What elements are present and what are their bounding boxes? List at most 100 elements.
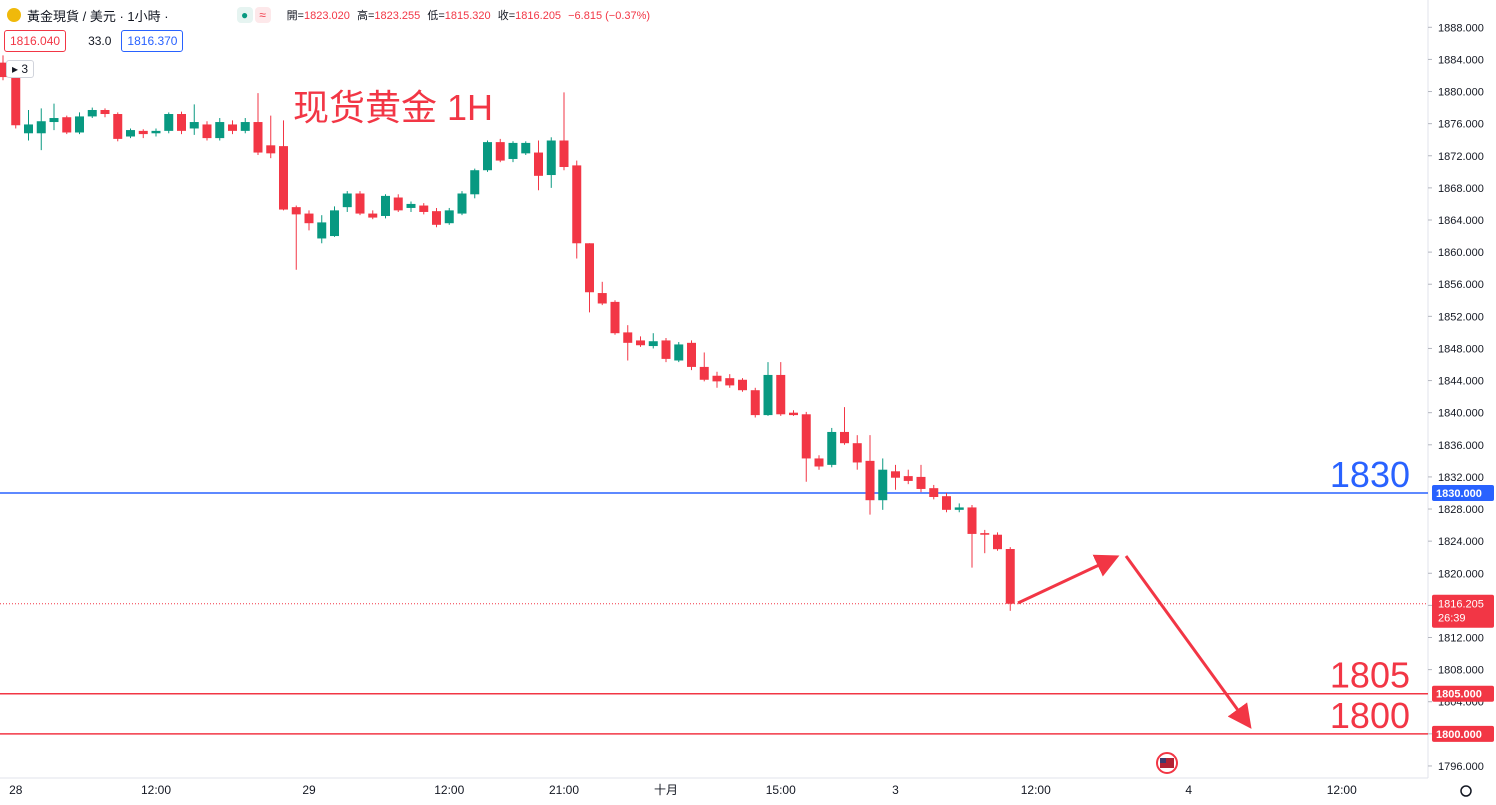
market-status[interactable]: ● <box>236 7 253 23</box>
level-tag: 1805.000 <box>1436 689 1482 701</box>
countdown: 26:39 <box>1438 613 1466 625</box>
y-tick-label: 1824.000 <box>1438 536 1484 548</box>
candle-body <box>597 293 607 304</box>
candle-body <box>534 152 543 176</box>
candle-body <box>840 431 849 444</box>
candle-body <box>725 378 735 386</box>
x-tick-label: 12:00 <box>141 783 171 797</box>
candle-body <box>763 374 773 416</box>
candle-body <box>546 140 556 176</box>
y-tick-label: 1888.000 <box>1438 22 1484 34</box>
candle-body <box>495 142 505 161</box>
x-tick-label: 29 <box>302 783 316 797</box>
spread: 33.0 <box>88 34 112 48</box>
candle-body <box>240 122 250 131</box>
symbol-logo <box>7 8 21 22</box>
x-tick-label: 12:00 <box>1327 783 1357 797</box>
level-tag-bg <box>1432 725 1494 742</box>
candle-body <box>878 469 888 501</box>
candle-body <box>24 124 33 134</box>
candle-body <box>508 142 518 159</box>
candle-body <box>661 340 671 359</box>
candle-body <box>559 140 569 168</box>
candle-body <box>49 118 59 123</box>
candle-body <box>368 213 378 218</box>
candle-body <box>177 114 186 131</box>
candle-body <box>291 207 301 215</box>
flag-icon[interactable] <box>1156 752 1178 774</box>
candle-body <box>776 374 786 415</box>
indicator-toggle[interactable]: ▸ 3 <box>6 60 35 78</box>
candle-body <box>11 77 21 126</box>
level-label: 1805 <box>1330 655 1410 696</box>
candle-body <box>164 114 174 131</box>
arrow-down <box>1124 555 1252 729</box>
candle-body <box>623 332 633 343</box>
settings-icon[interactable] <box>1460 785 1472 797</box>
candle-body <box>253 122 263 153</box>
y-tick-label: 1796.000 <box>1438 761 1484 773</box>
annotation: 现货黄金 1H <box>293 87 493 128</box>
candle-body <box>228 124 237 131</box>
candle-body <box>406 203 416 208</box>
candle-body <box>891 471 900 478</box>
candle-body <box>801 414 811 459</box>
candle-body <box>942 496 951 510</box>
candle-body <box>916 476 926 489</box>
y-tick-label: 1808.000 <box>1438 665 1484 677</box>
change: −6.815 (−0.37%) <box>568 10 651 22</box>
data-status[interactable]: ≈ <box>254 7 271 23</box>
y-tick-label: 1836.000 <box>1438 440 1484 452</box>
candle-body <box>827 431 837 465</box>
candle-body <box>980 533 990 535</box>
y-tick-label: 1864.000 <box>1438 215 1484 227</box>
y-tick-label: 1880.000 <box>1438 87 1484 99</box>
candle-body <box>0 62 8 78</box>
candle-body <box>75 116 84 133</box>
x-tick-label: 12:00 <box>1021 783 1051 797</box>
indicator-count: 3 <box>21 62 29 76</box>
last-price-tag-bg <box>1432 594 1494 628</box>
x-tick-label: 4 <box>1185 783 1192 797</box>
candle-body <box>814 458 824 467</box>
candle-body <box>648 341 658 347</box>
y-tick-label: 1860.000 <box>1438 247 1484 259</box>
candle-body <box>789 412 798 416</box>
y-tick-label: 1868.000 <box>1438 183 1484 195</box>
y-tick-label: 1844.000 <box>1438 376 1484 388</box>
candle-body <box>1005 549 1015 604</box>
candle-body <box>967 507 977 534</box>
header: 黃金現貨 / 美元 · 1小時 · ● ≈ 開=1823.020 高=1823.… <box>0 0 654 30</box>
ohlc-label: 低= <box>427 10 445 22</box>
candle-body <box>444 210 454 224</box>
x-tick-label: 21:00 <box>549 783 579 797</box>
ask[interactable]: 1816.370 <box>121 30 184 52</box>
y-tick-label: 1812.000 <box>1438 632 1484 644</box>
y-tick-label: 1884.000 <box>1438 54 1484 66</box>
candle-body <box>266 145 276 154</box>
ohlc-value: 1816.205 <box>515 10 562 22</box>
candle-body <box>903 476 913 481</box>
y-tick-label: 1840.000 <box>1438 408 1484 420</box>
symbol-name[interactable]: 黃金現貨 / 美元 · 1小時 · <box>27 8 169 24</box>
x-tick-label: 28 <box>9 783 23 797</box>
candle-body <box>189 122 199 129</box>
y-tick-label: 1852.000 <box>1438 311 1484 323</box>
ohlc-label: 收= <box>497 10 516 22</box>
candle-body <box>470 170 480 195</box>
candle-body <box>126 130 135 137</box>
ohlc-value: 1823.020 <box>304 10 350 22</box>
candle-body <box>432 211 441 225</box>
candle-body <box>215 122 225 139</box>
y-tick-label: 1820.000 <box>1438 568 1484 580</box>
bid[interactable]: 1816.040 <box>4 30 67 52</box>
candle-body <box>929 488 939 497</box>
x-tick-label: 15:00 <box>766 783 796 797</box>
level-tag: 1830.000 <box>1436 488 1482 500</box>
candle-body <box>457 193 467 214</box>
candle-body <box>699 366 709 380</box>
candle-body <box>317 222 327 239</box>
candle-body <box>687 342 696 367</box>
candle-body <box>279 146 288 210</box>
